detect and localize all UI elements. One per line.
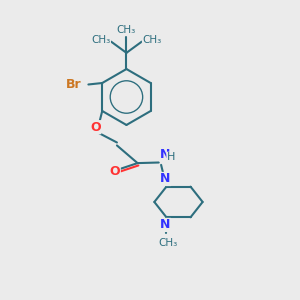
Text: O: O <box>90 121 101 134</box>
Text: CH₃: CH₃ <box>91 35 110 45</box>
Text: CH₃: CH₃ <box>117 25 136 34</box>
Text: N: N <box>160 218 171 232</box>
Text: N: N <box>160 172 171 185</box>
Text: O: O <box>110 165 120 178</box>
Text: Br: Br <box>66 78 82 91</box>
Text: N: N <box>160 148 170 161</box>
Text: CH₃: CH₃ <box>142 35 162 45</box>
Text: CH₃: CH₃ <box>158 238 178 248</box>
Text: H: H <box>167 152 175 162</box>
